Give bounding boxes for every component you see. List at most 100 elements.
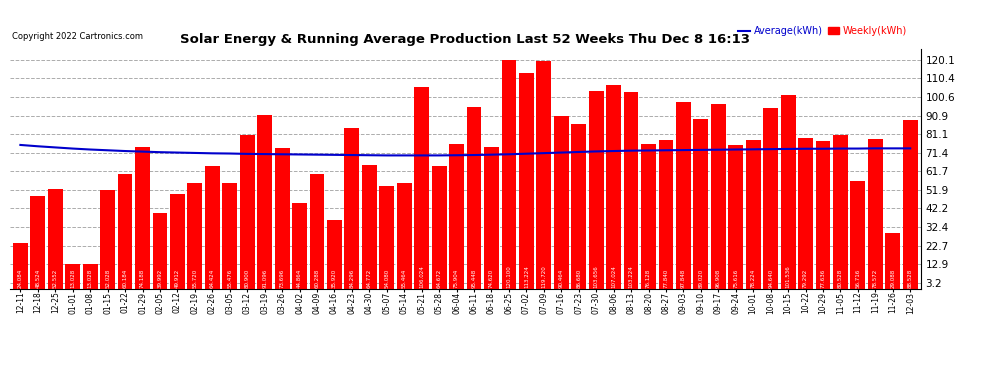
Bar xyxy=(13,243,28,289)
Bar xyxy=(274,148,289,289)
Bar xyxy=(152,213,167,289)
Text: 80.900: 80.900 xyxy=(245,268,249,288)
Bar xyxy=(676,102,691,289)
Text: 64.772: 64.772 xyxy=(367,268,372,288)
Bar xyxy=(798,138,813,289)
Bar xyxy=(537,61,551,289)
Text: 84.296: 84.296 xyxy=(349,268,354,288)
Text: 55.476: 55.476 xyxy=(228,268,233,288)
Text: 107.024: 107.024 xyxy=(611,265,616,288)
Bar xyxy=(729,145,743,289)
Bar xyxy=(118,174,133,289)
Text: 52.552: 52.552 xyxy=(52,268,57,288)
Bar xyxy=(327,220,342,289)
Legend: Average(kWh), Weekly(kWh): Average(kWh), Weekly(kWh) xyxy=(735,22,911,40)
Text: 73.696: 73.696 xyxy=(279,268,284,288)
Text: 56.716: 56.716 xyxy=(855,268,860,288)
Bar xyxy=(414,87,429,289)
Text: 77.840: 77.840 xyxy=(663,268,668,288)
Bar xyxy=(170,194,185,289)
Text: 49.912: 49.912 xyxy=(175,268,180,288)
Bar xyxy=(48,189,62,289)
Bar xyxy=(135,147,149,289)
Text: 80.528: 80.528 xyxy=(838,268,842,288)
Text: 13.028: 13.028 xyxy=(70,268,75,288)
Text: 48.524: 48.524 xyxy=(36,268,41,288)
Text: Copyright 2022 Cartronics.com: Copyright 2022 Cartronics.com xyxy=(12,32,143,41)
Text: 96.908: 96.908 xyxy=(716,268,721,288)
Bar xyxy=(379,186,394,289)
Text: 29.088: 29.088 xyxy=(890,268,895,288)
Bar xyxy=(781,95,796,289)
Text: 75.904: 75.904 xyxy=(454,268,459,288)
Text: 74.620: 74.620 xyxy=(489,268,494,288)
Bar xyxy=(745,140,760,289)
Bar xyxy=(571,124,586,289)
Text: 24.084: 24.084 xyxy=(18,268,23,288)
Text: 78.224: 78.224 xyxy=(750,268,755,288)
Text: 54.080: 54.080 xyxy=(384,268,389,288)
Bar xyxy=(100,190,115,289)
Text: 86.680: 86.680 xyxy=(576,268,581,288)
Text: 74.188: 74.188 xyxy=(140,268,145,288)
Text: 94.640: 94.640 xyxy=(768,268,773,288)
Bar xyxy=(345,128,359,289)
Bar xyxy=(624,92,639,289)
Text: 35.920: 35.920 xyxy=(332,268,337,288)
Bar xyxy=(763,108,778,289)
Bar xyxy=(642,144,656,289)
Text: 44.864: 44.864 xyxy=(297,268,302,288)
Text: 76.128: 76.128 xyxy=(646,268,651,288)
Bar xyxy=(833,135,847,289)
Bar xyxy=(432,166,446,289)
Bar xyxy=(606,85,621,289)
Bar xyxy=(711,104,726,289)
Bar xyxy=(466,107,481,289)
Bar xyxy=(31,196,46,289)
Text: 103.224: 103.224 xyxy=(629,265,634,288)
Text: 120.100: 120.100 xyxy=(507,265,512,288)
Bar xyxy=(292,203,307,289)
Text: 52.028: 52.028 xyxy=(105,268,110,288)
Bar xyxy=(816,141,831,289)
Text: 39.992: 39.992 xyxy=(157,268,162,288)
Text: 88.528: 88.528 xyxy=(908,268,913,288)
Bar xyxy=(868,139,883,289)
Bar xyxy=(187,183,202,289)
Bar xyxy=(240,135,254,289)
Text: 119.720: 119.720 xyxy=(542,265,546,288)
Text: 13.028: 13.028 xyxy=(88,268,93,288)
Text: 95.448: 95.448 xyxy=(471,268,476,288)
Bar xyxy=(850,181,865,289)
Bar xyxy=(589,91,604,289)
Bar xyxy=(397,183,412,289)
Bar xyxy=(484,147,499,289)
Text: 64.424: 64.424 xyxy=(210,268,215,288)
Bar xyxy=(519,73,534,289)
Bar xyxy=(65,264,80,289)
Text: 97.848: 97.848 xyxy=(681,268,686,288)
Text: 77.636: 77.636 xyxy=(821,268,826,288)
Text: 106.024: 106.024 xyxy=(419,265,424,288)
Title: Solar Energy & Running Average Production Last 52 Weeks Thu Dec 8 16:13: Solar Energy & Running Average Productio… xyxy=(180,33,750,46)
Bar xyxy=(310,174,325,289)
Text: 89.020: 89.020 xyxy=(698,268,703,288)
Text: 79.292: 79.292 xyxy=(803,268,808,288)
Bar xyxy=(449,144,464,289)
Bar xyxy=(885,233,900,289)
Text: 90.464: 90.464 xyxy=(558,268,563,288)
Text: 64.672: 64.672 xyxy=(437,268,442,288)
Bar xyxy=(903,120,918,289)
Text: 91.096: 91.096 xyxy=(262,268,267,288)
Bar xyxy=(223,183,238,289)
Text: 60.288: 60.288 xyxy=(315,268,320,288)
Text: 55.720: 55.720 xyxy=(192,268,197,288)
Bar xyxy=(693,119,708,289)
Text: 60.184: 60.184 xyxy=(123,268,128,288)
Bar xyxy=(83,264,98,289)
Text: 55.464: 55.464 xyxy=(402,268,407,288)
Text: 113.224: 113.224 xyxy=(524,265,529,288)
Text: 103.656: 103.656 xyxy=(594,265,599,288)
Bar xyxy=(257,115,272,289)
Bar xyxy=(658,141,673,289)
